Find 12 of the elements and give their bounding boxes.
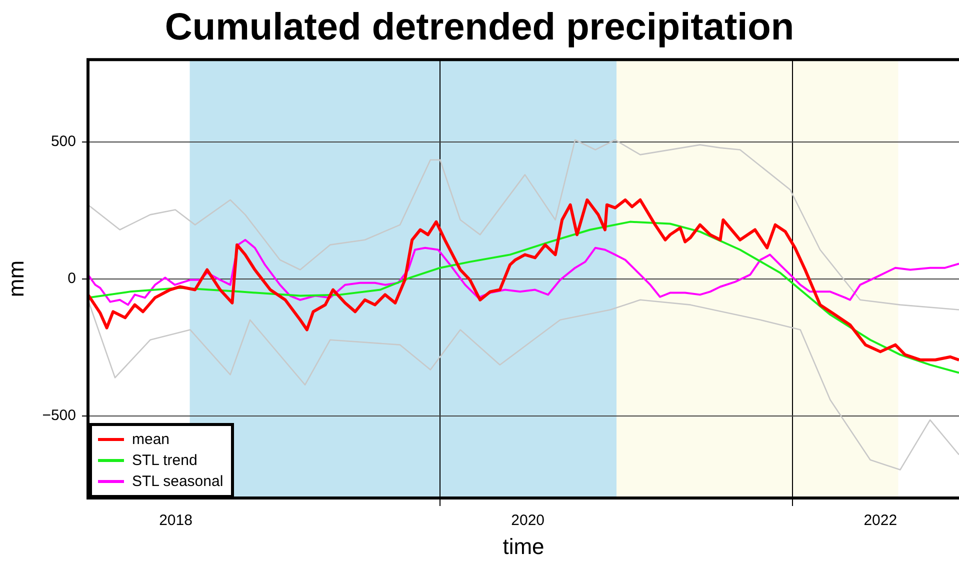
y-tick-label: −500 bbox=[42, 406, 76, 424]
legend-label: STL seasonal bbox=[132, 473, 224, 490]
y-axis-title: mm bbox=[3, 260, 28, 298]
x-tick-label: 2020 bbox=[511, 512, 545, 530]
chart-title: Cumulated detrended precipitation bbox=[164, 6, 794, 48]
y-tick-label: 500 bbox=[50, 132, 76, 150]
legend-label: mean bbox=[132, 431, 170, 448]
x-tick-label: 2018 bbox=[159, 512, 192, 530]
x-tick-label: 2022 bbox=[864, 512, 898, 530]
y-tick-label: 0 bbox=[68, 270, 76, 287]
legend-label: STL trend bbox=[132, 452, 198, 469]
x-axis-title: time bbox=[502, 534, 544, 559]
